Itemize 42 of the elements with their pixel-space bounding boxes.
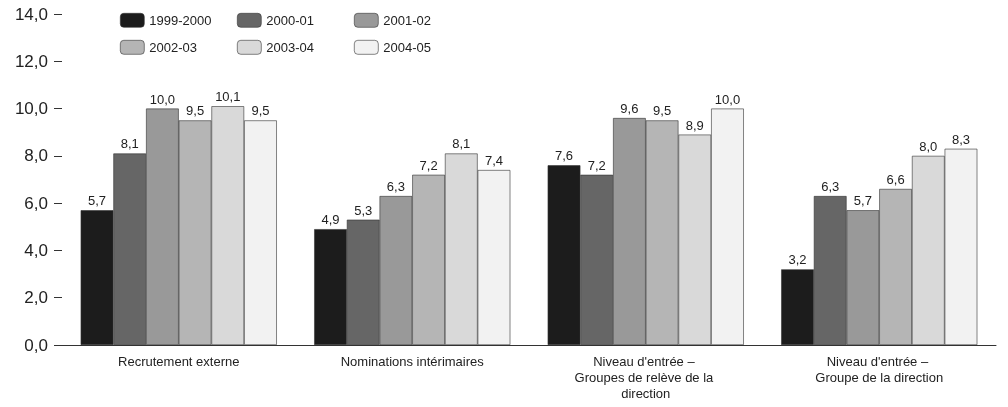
legend-label: 2003-04 [266, 39, 315, 55]
data-label: 5,7 [87, 193, 107, 209]
data-label: 8,0 [919, 138, 938, 154]
data-label: 6,3 [821, 179, 840, 195]
y-tick-label: 10,0 [14, 99, 48, 119]
data-label: 8,1 [120, 136, 139, 152]
legend-label: 1999-2000 [149, 12, 212, 28]
data-label: 4,9 [321, 212, 340, 228]
data-label: 10,0 [149, 91, 176, 107]
x-tick-label: Recrutement externe [118, 353, 240, 369]
data-label: 7,4 [484, 153, 504, 169]
y-tick-label: 14,0 [14, 4, 48, 24]
x-tick-label: Nominations intérimaires [340, 353, 485, 369]
data-label: 9,6 [620, 101, 639, 117]
data-label: 9,5 [186, 103, 205, 119]
data-label: 8,1 [452, 136, 471, 152]
data-label: 5,7 [853, 193, 872, 209]
y-tick-label: 6,0 [24, 193, 48, 213]
y-tick-label: 8,0 [24, 146, 48, 166]
data-label: 7,2 [587, 157, 606, 173]
data-label: 9,5 [653, 103, 672, 119]
y-tick-label: 0,0 [24, 335, 48, 355]
y-tick-label: 4,0 [24, 240, 48, 260]
data-label: 8,9 [685, 117, 704, 133]
data-label: 6,3 [386, 179, 405, 195]
y-tick-label: 2,0 [24, 288, 48, 308]
data-label: 3,2 [788, 252, 807, 268]
legend-label: 2000-01 [266, 12, 315, 28]
data-label: 10,1 [215, 89, 241, 105]
y-tick-label: 12,0 [14, 51, 48, 71]
data-label: 7,2 [419, 157, 438, 173]
data-label: 8,3 [951, 131, 971, 147]
data-label: 5,3 [354, 202, 373, 218]
x-tick-label: Niveau d'entrée – Groupes de relève de la direction [574, 353, 717, 401]
data-label: 7,6 [554, 148, 574, 164]
data-label: 9,5 [251, 103, 270, 119]
x-tick-label: Niveau d'entrée – Groupe de la direction [815, 353, 944, 385]
legend-label: 2004-05 [383, 39, 432, 55]
data-label: 10,0 [714, 91, 741, 107]
legend-label: 2001-02 [383, 12, 432, 28]
data-label: 6,6 [886, 171, 905, 187]
legend-label: 2002-03 [149, 39, 198, 55]
